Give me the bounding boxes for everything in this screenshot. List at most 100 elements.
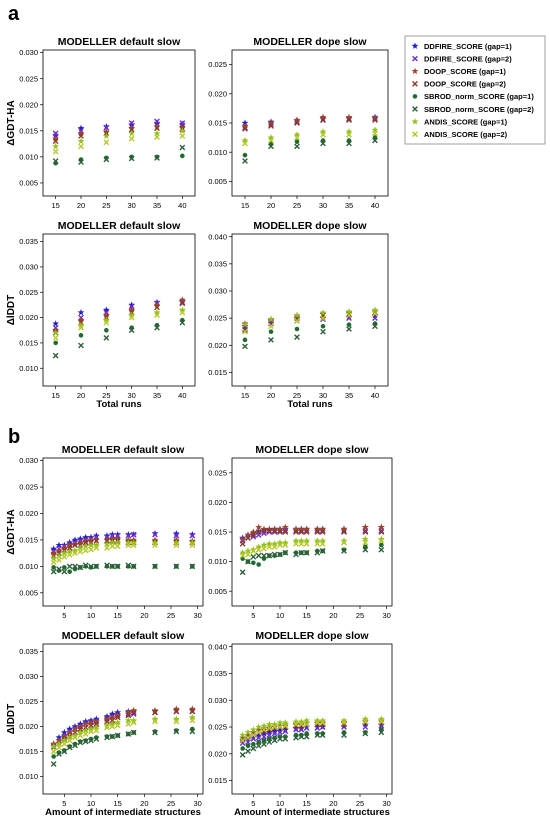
series-4	[239, 527, 385, 547]
x-tick-label: 30	[193, 611, 201, 620]
data-point	[276, 726, 284, 733]
data-point	[255, 543, 263, 550]
x-tick-label: 25	[102, 391, 110, 400]
data-point	[52, 131, 60, 138]
data-point	[303, 733, 310, 740]
data-point	[104, 718, 110, 725]
data-point	[265, 728, 273, 736]
plot-frame	[231, 233, 389, 387]
data-point	[245, 558, 251, 565]
data-point	[114, 722, 121, 729]
legend-box	[404, 35, 546, 145]
y-tick-label: 0.035	[19, 237, 38, 246]
data-point	[277, 529, 283, 535]
data-point	[71, 536, 79, 543]
data-point	[130, 716, 138, 724]
data-point	[341, 539, 347, 546]
subplot-title: MODELLER default slow	[62, 444, 185, 456]
data-point	[52, 352, 59, 359]
data-point	[114, 531, 122, 538]
y-tick-label: 0.015	[19, 339, 38, 348]
data-point	[346, 140, 352, 147]
data-point	[242, 152, 248, 158]
data-point	[103, 721, 111, 729]
x-tick-label: 35	[153, 201, 161, 210]
data-point	[189, 717, 196, 724]
data-point	[153, 119, 161, 126]
data-point	[319, 309, 327, 316]
data-point	[154, 324, 160, 331]
x-tick-label: 40	[371, 391, 379, 400]
y-tick-label: 0.030	[19, 48, 38, 57]
data-point	[293, 540, 299, 547]
series-8	[242, 310, 378, 335]
data-point	[282, 723, 289, 729]
data-point	[361, 720, 369, 728]
data-point	[255, 731, 263, 738]
data-point	[109, 543, 116, 550]
data-point	[371, 114, 379, 122]
data-point	[281, 726, 289, 733]
data-point	[61, 568, 68, 575]
data-point	[88, 737, 94, 744]
data-point	[103, 536, 111, 543]
data-point	[293, 116, 301, 123]
series-7	[52, 127, 186, 150]
data-point	[297, 724, 305, 732]
data-point	[55, 552, 63, 559]
y-tick-label: 0.040	[208, 642, 227, 651]
data-point	[293, 311, 301, 319]
x-tick-label: 20	[140, 611, 148, 620]
y-tick-label: 0.025	[208, 60, 227, 69]
data-point	[108, 531, 116, 538]
data-point	[239, 540, 246, 547]
data-point	[104, 544, 110, 551]
data-point	[239, 737, 246, 744]
data-point	[92, 723, 100, 731]
data-point	[255, 546, 262, 553]
data-point	[128, 155, 135, 162]
series-6	[242, 323, 378, 350]
data-point	[87, 541, 95, 549]
data-point	[130, 709, 137, 716]
data-point	[52, 329, 60, 336]
y-tick-label: 0.025	[208, 314, 227, 323]
data-point	[303, 719, 311, 726]
plot-frame	[231, 643, 393, 795]
data-point	[172, 538, 180, 546]
data-point	[320, 117, 326, 123]
data-point	[281, 719, 289, 726]
data-point	[340, 717, 348, 724]
x-tick-label: 5	[251, 799, 255, 808]
x-tick-label: 10	[276, 611, 284, 620]
x-tick-label: 10	[276, 799, 284, 808]
x-tick-label: 10	[87, 611, 95, 620]
data-point	[104, 562, 110, 569]
x-tick-label: 20	[329, 799, 337, 808]
data-point	[281, 539, 289, 546]
data-point	[345, 128, 353, 135]
legend-entry: SBROD_norm_SCORE (gap=2)	[412, 105, 534, 114]
data-point	[179, 319, 186, 326]
data-point	[93, 544, 100, 551]
data-point	[377, 535, 385, 543]
data-point	[130, 563, 137, 570]
series-3	[241, 113, 379, 129]
data-point	[250, 533, 257, 540]
data-point	[114, 718, 122, 726]
data-point	[56, 744, 62, 751]
data-point	[77, 137, 85, 145]
data-point	[52, 142, 60, 150]
series-7	[239, 535, 385, 556]
data-point	[371, 306, 379, 313]
data-point	[271, 737, 278, 744]
data-point	[267, 119, 275, 126]
data-point	[242, 337, 248, 343]
data-point	[249, 546, 257, 553]
data-point	[361, 523, 369, 531]
data-point	[83, 564, 88, 569]
data-point	[242, 343, 248, 350]
data-point	[294, 120, 300, 126]
y-tick-label: 0.025	[208, 468, 227, 477]
data-point	[93, 538, 100, 544]
